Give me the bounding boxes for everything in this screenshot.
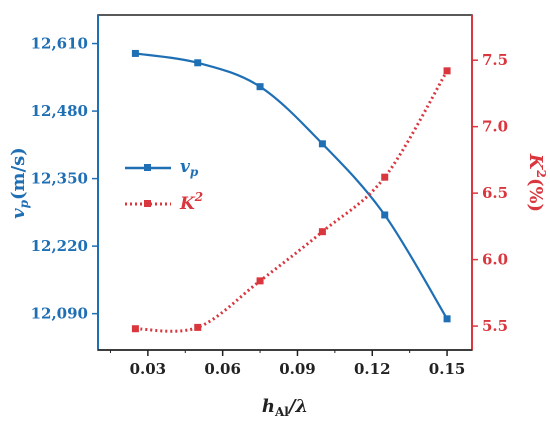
x-axis-title: hAl/λ bbox=[262, 396, 308, 419]
data-point bbox=[443, 315, 451, 323]
data-point bbox=[443, 67, 451, 75]
series-vp bbox=[131, 49, 451, 323]
x-tick-label: 0.15 bbox=[429, 360, 466, 378]
legend-entry-vp: vp bbox=[125, 157, 199, 179]
data-point bbox=[318, 140, 326, 148]
x-tick-label: 0.09 bbox=[279, 360, 316, 378]
left-tick-label: 12,610 bbox=[31, 35, 88, 53]
data-point bbox=[131, 49, 139, 57]
left-axis-ticks: 12,090 12,220 12,350 12,480 12,610 bbox=[31, 35, 98, 323]
legend-k2-sup: 2 bbox=[194, 190, 203, 204]
series-layer bbox=[131, 49, 451, 333]
data-point bbox=[256, 277, 264, 285]
data-point bbox=[318, 228, 326, 236]
left-tick-label: 12,350 bbox=[31, 170, 88, 188]
left-tick-label: 12,090 bbox=[31, 305, 88, 323]
series-k2 bbox=[131, 67, 451, 333]
legend-vp-sub: p bbox=[190, 165, 199, 179]
legend-vp-label: vp bbox=[180, 157, 199, 179]
plot-frame bbox=[97, 14, 473, 351]
left-axis-title: vp(m/s) bbox=[8, 147, 31, 219]
left-axis-title-unit: (m/s) bbox=[8, 147, 29, 200]
series-line bbox=[135, 52, 449, 320]
right-tick-label: 6.0 bbox=[482, 251, 508, 269]
legend: vp K2 bbox=[125, 157, 203, 214]
left-tick-label: 12,220 bbox=[31, 237, 88, 255]
x-axis-ticks: 0.03 0.06 0.09 0.12 0.15 bbox=[109, 350, 466, 378]
x-tick-label: 0.03 bbox=[130, 360, 167, 378]
right-axis-ticks: 5.5 6.0 6.5 7.0 7.5 bbox=[472, 51, 508, 335]
left-axis-title-sub: p bbox=[17, 199, 31, 208]
right-tick-label: 5.5 bbox=[482, 317, 508, 335]
legend-entry-k2: K2 bbox=[125, 190, 203, 214]
left-tick-label: 12,480 bbox=[31, 102, 88, 120]
x-axis-title-sub: Al bbox=[274, 405, 289, 419]
legend-k2-marker bbox=[144, 200, 151, 207]
legend-k2-label: K2 bbox=[179, 190, 203, 214]
data-point bbox=[256, 83, 264, 91]
x-axis-title-tail: /λ bbox=[287, 396, 308, 417]
legend-vp-marker bbox=[144, 164, 151, 171]
x-tick-label: 0.12 bbox=[354, 360, 391, 378]
data-point bbox=[131, 325, 139, 333]
right-tick-label: 6.5 bbox=[482, 184, 508, 202]
legend-vp-main: v bbox=[180, 157, 191, 177]
data-point bbox=[194, 323, 202, 331]
data-point bbox=[381, 211, 389, 219]
right-axis-title-main: K bbox=[525, 153, 546, 171]
x-axis-title-main: h bbox=[262, 396, 275, 417]
right-axis-title: K2(%) bbox=[525, 153, 548, 212]
right-axis-title-unit: (%) bbox=[525, 178, 546, 212]
legend-k2-main: K bbox=[179, 194, 196, 214]
data-point bbox=[194, 59, 202, 67]
right-tick-label: 7.5 bbox=[482, 51, 508, 69]
x-tick-label: 0.06 bbox=[204, 360, 241, 378]
data-point bbox=[381, 173, 389, 181]
right-axis-title-sup: 2 bbox=[534, 170, 548, 178]
left-axis-title-main: v bbox=[8, 208, 29, 219]
right-tick-label: 7.0 bbox=[482, 118, 508, 136]
